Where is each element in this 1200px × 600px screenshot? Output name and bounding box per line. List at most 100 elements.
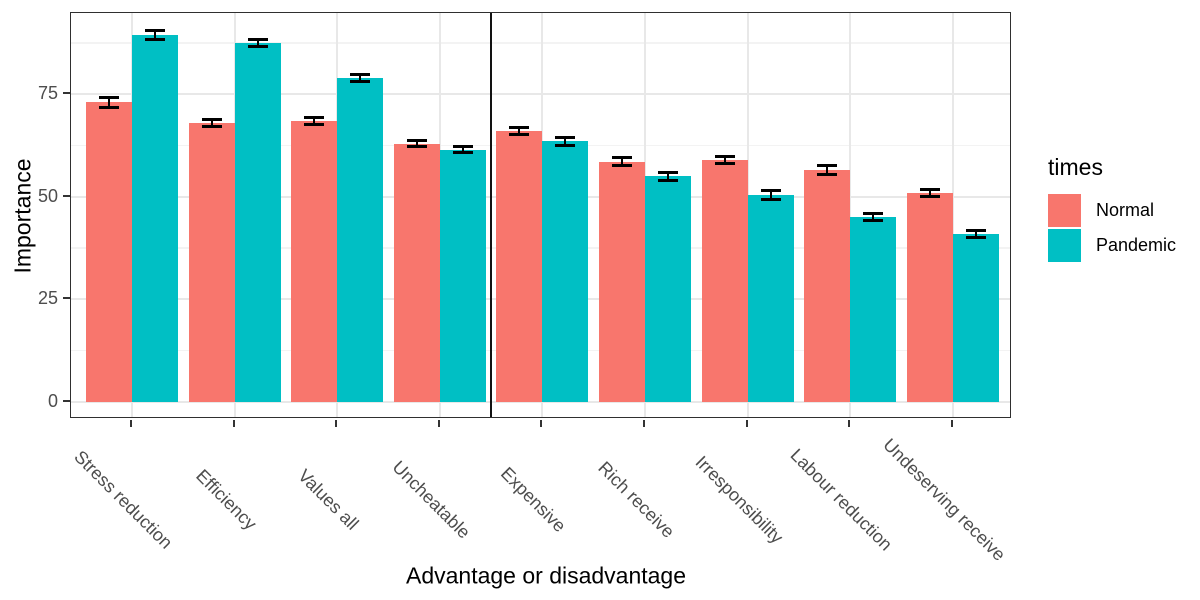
error-bar-cap-top (760, 188, 781, 192)
gridline-vertical (849, 13, 852, 417)
x-axis-tick (950, 420, 953, 427)
x-tick-label: Expensive (497, 463, 571, 537)
bar-pandemic-4 (439, 149, 486, 402)
error-bar-cap-top (817, 164, 838, 168)
bar-pandemic-9 (952, 233, 999, 402)
legend-label-normal: Normal (1096, 200, 1155, 220)
bar-normal-5 (496, 131, 543, 402)
bar-pandemic-7 (747, 194, 794, 402)
error-bar-line (826, 165, 829, 176)
plot-panel (70, 12, 1011, 418)
y-tick-label: 75 (37, 83, 58, 104)
error-bar-line (359, 73, 362, 82)
error-bar-cap-top (714, 154, 735, 158)
error-bar-line (210, 118, 213, 128)
error-bar-cap-bottom (350, 79, 371, 83)
error-bar-cap-bottom (658, 178, 678, 182)
x-tick-label: Uncheatable (388, 456, 474, 543)
y-axis-tick (63, 194, 70, 197)
x-tick-label: Efficiency (191, 465, 261, 534)
error-bar-line (723, 155, 726, 165)
error-bar-cap-bottom (714, 162, 735, 166)
error-bar-cap-bottom (406, 145, 427, 149)
error-bar-line (667, 171, 669, 181)
y-axis-tick (63, 400, 70, 402)
error-bar-cap-top (145, 28, 165, 32)
legend-label-pandemic: Pandemic (1096, 235, 1177, 255)
error-bar-line (108, 97, 110, 108)
legend-item-normal: Normal (1048, 194, 1176, 227)
error-bar-cap-bottom (145, 37, 165, 41)
x-axis-tick (745, 420, 748, 427)
error-bar-cap-bottom (612, 164, 632, 168)
error-bar-cap-bottom (760, 197, 781, 201)
error-bar-cap-top (452, 144, 473, 148)
error-bar-line (769, 189, 772, 200)
bar-pandemic-2 (234, 42, 281, 402)
bar-pandemic-8 (850, 217, 897, 402)
error-bar-cap-bottom (201, 125, 222, 129)
gridline-major (71, 401, 1010, 403)
error-bar-cap-bottom (555, 144, 576, 148)
error-bar-cap-top (304, 115, 325, 119)
y-axis-tick (63, 92, 70, 95)
bar-normal-2 (188, 122, 235, 402)
x-axis-tick (643, 420, 645, 427)
gridline-major (71, 93, 1010, 96)
bar-pandemic-6 (645, 176, 691, 402)
bar-normal-8 (804, 170, 851, 402)
bar-normal-6 (599, 161, 645, 402)
x-axis-tick (232, 420, 235, 427)
legend: times Normal Pandemic (1048, 154, 1176, 264)
error-bar-cap-top (919, 187, 940, 191)
error-bar-line (974, 229, 977, 238)
error-bar-cap-top (201, 117, 222, 121)
error-bar-line (313, 116, 316, 126)
gridline-vertical (951, 13, 954, 417)
x-axis-tick (848, 420, 851, 427)
bar-pandemic-1 (132, 34, 178, 402)
error-bar-cap-top (612, 156, 632, 160)
advantage-disadvantage-separator-line (490, 13, 493, 417)
y-tick-label: 0 (47, 391, 58, 411)
error-bar-cap-bottom (99, 105, 119, 109)
error-bar-line (872, 213, 875, 222)
x-axis-tick (130, 420, 132, 427)
error-bar-line (154, 29, 156, 40)
y-tick-label: 50 (37, 185, 58, 206)
error-bar-cap-top (658, 170, 678, 174)
error-bar-line (564, 136, 567, 147)
bar-normal-9 (906, 192, 953, 402)
y-axis-tick (63, 297, 70, 300)
x-axis-tick (540, 420, 543, 427)
bar-normal-1 (86, 102, 132, 402)
error-bar-cap-top (350, 72, 371, 76)
error-bar-cap-bottom (509, 133, 530, 137)
error-bar-cap-top (555, 135, 576, 139)
bar-normal-7 (701, 159, 748, 402)
error-bar-line (415, 139, 418, 148)
error-bar-cap-bottom (452, 151, 473, 155)
legend-swatch-pandemic (1048, 229, 1081, 262)
error-bar-cap-bottom (304, 123, 325, 127)
x-axis-tick (437, 420, 440, 427)
error-bar-line (461, 145, 464, 154)
error-bar-cap-top (509, 126, 530, 130)
error-bar-cap-top (863, 212, 884, 216)
error-bar-cap-bottom (863, 219, 884, 223)
x-tick-label: Irresponsibility (691, 451, 787, 548)
error-bar-cap-bottom (247, 44, 268, 48)
bar-normal-4 (393, 143, 440, 402)
x-tick-label: Rich receive (594, 457, 679, 542)
error-bar-cap-bottom (919, 194, 940, 198)
y-axis-title: Importance (9, 158, 36, 274)
x-tick-label: Undeserving receive (879, 434, 1010, 565)
bar-pandemic-5 (542, 141, 589, 402)
legend-item-pandemic: Pandemic (1048, 229, 1176, 262)
error-bar-cap-top (99, 96, 119, 100)
bar-pandemic-3 (337, 77, 384, 402)
error-bar-cap-top (965, 228, 986, 232)
legend-title: times (1048, 154, 1103, 180)
error-bar-cap-top (406, 138, 427, 142)
